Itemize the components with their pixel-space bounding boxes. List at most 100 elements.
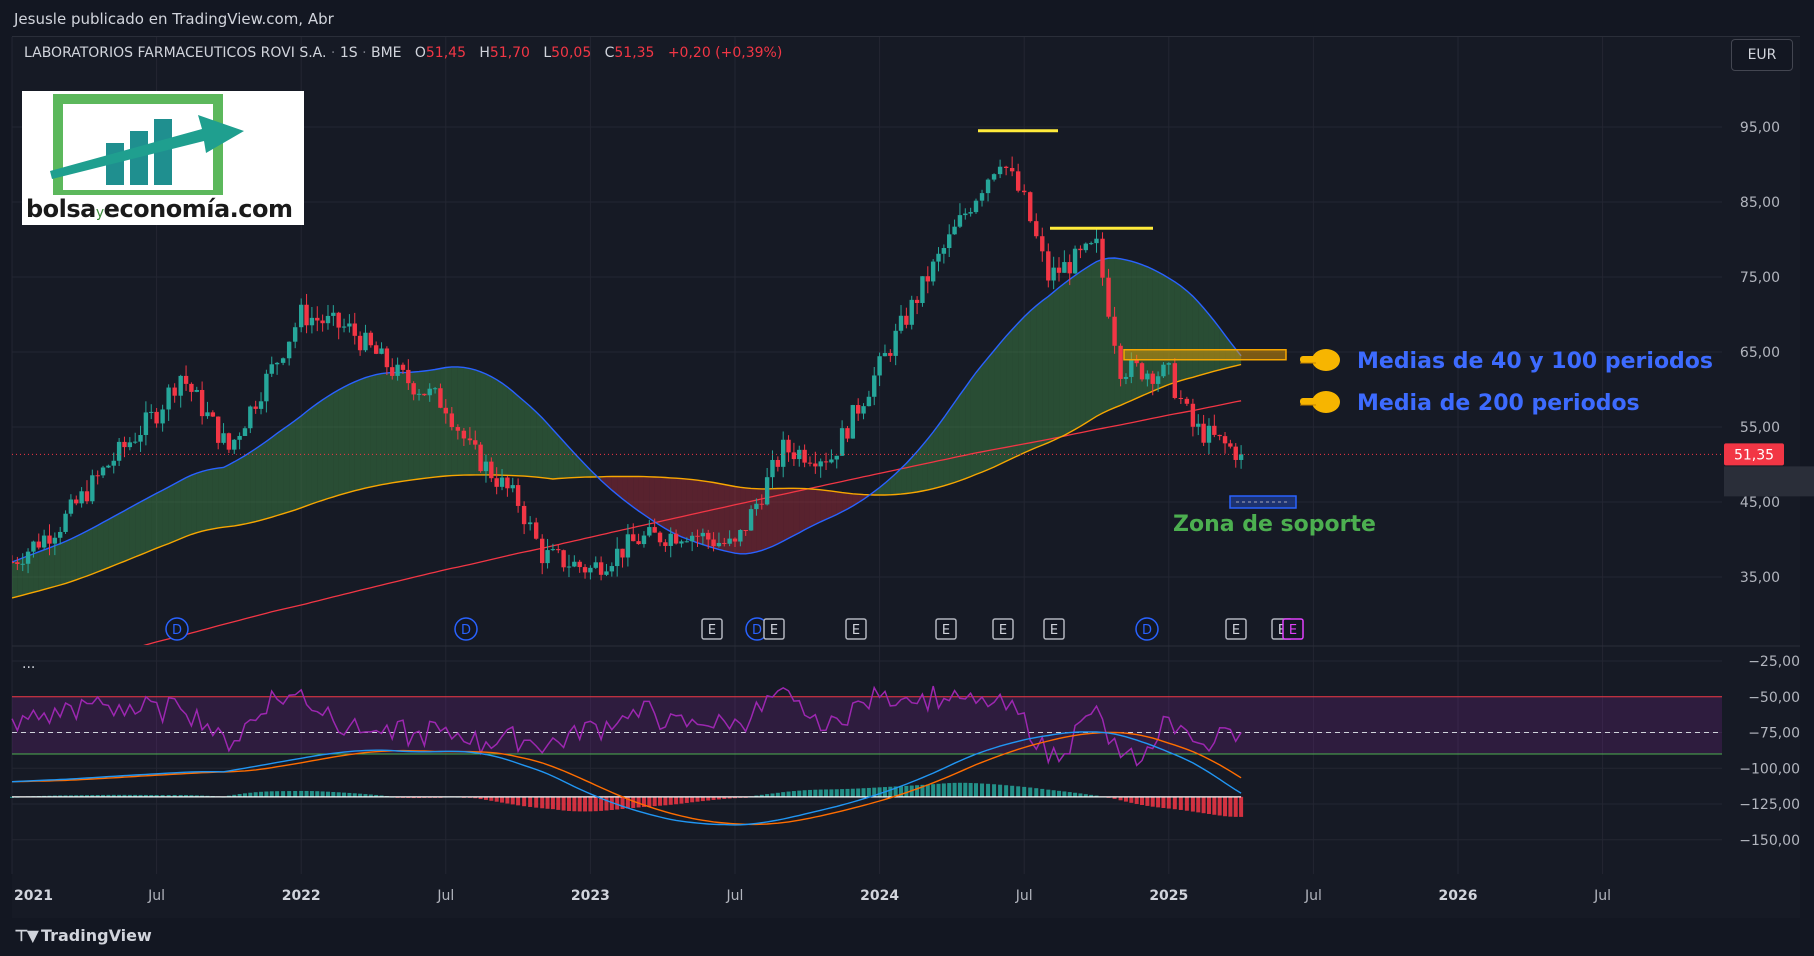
macd-histogram-bar [690, 796, 695, 803]
ma-fill-segment [360, 377, 366, 490]
macd-histogram-bar [500, 796, 505, 803]
macd-histogram-bar [807, 789, 812, 797]
ma-fill-segment [949, 402, 955, 485]
earnings-marker-label: E [852, 623, 860, 638]
x-tick-label: Jul [726, 888, 744, 904]
candle-body [84, 491, 90, 502]
ma-fill-segment [76, 533, 82, 580]
ma-fill-segment [1036, 300, 1043, 448]
candle-body [1238, 454, 1244, 460]
candle-body [111, 460, 116, 466]
ma-fill-segment [1006, 329, 1013, 462]
candle-body [732, 538, 738, 542]
macd-histogram-bar [947, 783, 952, 797]
macd-histogram-bar [872, 787, 877, 797]
ma-fill-segment [196, 471, 203, 533]
macd-histogram-bar [722, 796, 727, 799]
annotation-ma-200: Media de 200 periodos [1357, 391, 1640, 416]
candle-body [438, 388, 443, 408]
open-value: 51,45 [425, 45, 466, 61]
macd-histogram-bar [237, 794, 242, 797]
ma-fill-segment [485, 373, 492, 475]
candle-body [716, 542, 722, 547]
ma-fill-segment [1096, 259, 1103, 417]
symbol-legend[interactable]: LABORATORIOS FARMACEUTICOS ROVI S.A. · 1… [24, 45, 783, 61]
candle-body [315, 317, 320, 321]
x-tick-label: 2022 [282, 888, 321, 904]
candle-body [127, 442, 133, 448]
candle-body [400, 364, 406, 370]
candle-body [90, 475, 95, 502]
candle-body [1123, 376, 1129, 379]
macd-histogram-bar [522, 796, 527, 807]
candle-body [797, 449, 802, 460]
candle-body [861, 406, 866, 414]
macd-histogram-bar [1190, 796, 1195, 812]
macd-histogram-bar [269, 791, 274, 797]
candle-body [791, 452, 797, 460]
ma200-line [143, 400, 1242, 645]
ma-fill-segment [306, 407, 312, 506]
tradingview-logo[interactable]: ⊤▼ TradingView [14, 926, 152, 945]
ma-fill-segment [901, 463, 907, 495]
macd-histogram-bar [813, 789, 818, 797]
ma-fill-segment [1120, 258, 1126, 406]
macd-histogram-bar [856, 788, 861, 797]
ma-fill-segment [858, 494, 864, 503]
macd-histogram-bar [184, 795, 189, 797]
ma-fill-segment [547, 423, 553, 479]
candle-body [178, 375, 183, 396]
macd-histogram-bar [615, 796, 620, 810]
candle-body [973, 200, 979, 213]
ma-fill-segment [113, 513, 120, 566]
macd-histogram-bar [818, 789, 823, 797]
price-tick-label: 35,00 [1740, 570, 1780, 586]
macd-histogram-bar [577, 796, 582, 812]
ma-fill-segment [799, 488, 805, 533]
price-tick-label: 85,00 [1740, 195, 1780, 211]
ma-fill-segment [831, 491, 837, 518]
ma-fill-segment [809, 488, 816, 528]
ma-fill-segment [445, 366, 452, 477]
macd-histogram-bar [1089, 794, 1094, 797]
ma-fill-segment [255, 445, 262, 522]
earnings-marker [992, 618, 1014, 640]
ma-fill-segment [1208, 314, 1215, 373]
ma-fill-segment [1174, 281, 1181, 383]
macd-histogram-bar [840, 789, 845, 797]
macd-histogram-bar [904, 785, 909, 797]
annotations: Medias de 40 y 100 periodos Media de 200 … [978, 129, 1713, 537]
candle-body [79, 491, 84, 504]
ma-fill-segment [601, 476, 607, 486]
ma-fill-segment [234, 458, 240, 526]
ma-fill-segment [660, 477, 666, 529]
macd-histogram-bar [473, 796, 478, 799]
high-label: H [479, 45, 490, 61]
ma-fill-segment [718, 483, 725, 551]
candle-body [336, 312, 341, 328]
tv-mark-icon: ⊤▼ [14, 926, 39, 945]
candle-body [577, 561, 582, 568]
macd-histogram-bar [952, 782, 957, 797]
bolsayeconomia-logo: bolsayeconomía.com [22, 91, 304, 225]
macd-histogram-bar [127, 794, 132, 797]
candle-body [226, 433, 232, 450]
macd-histogram-bar [716, 796, 721, 800]
candle-body [411, 383, 416, 395]
ma-fill-segment [524, 401, 531, 477]
macd-histogram-bar [1217, 796, 1222, 816]
currency-button[interactable]: EUR [1731, 39, 1793, 71]
macd-histogram-bar [1028, 787, 1033, 797]
ma-fill-segment [1168, 278, 1175, 385]
candle-body [1196, 423, 1201, 427]
macd-histogram-bar [143, 794, 148, 797]
candle-body [473, 440, 478, 445]
candle-body [614, 548, 620, 567]
ma-fill-segment [1131, 261, 1137, 401]
ma-fill-segment [261, 441, 267, 521]
candle-body [872, 375, 877, 397]
macd-histogram-bar [287, 791, 292, 797]
ma-fill-segment [408, 372, 414, 481]
indicator-tick-label: −100,00 [1739, 761, 1800, 777]
